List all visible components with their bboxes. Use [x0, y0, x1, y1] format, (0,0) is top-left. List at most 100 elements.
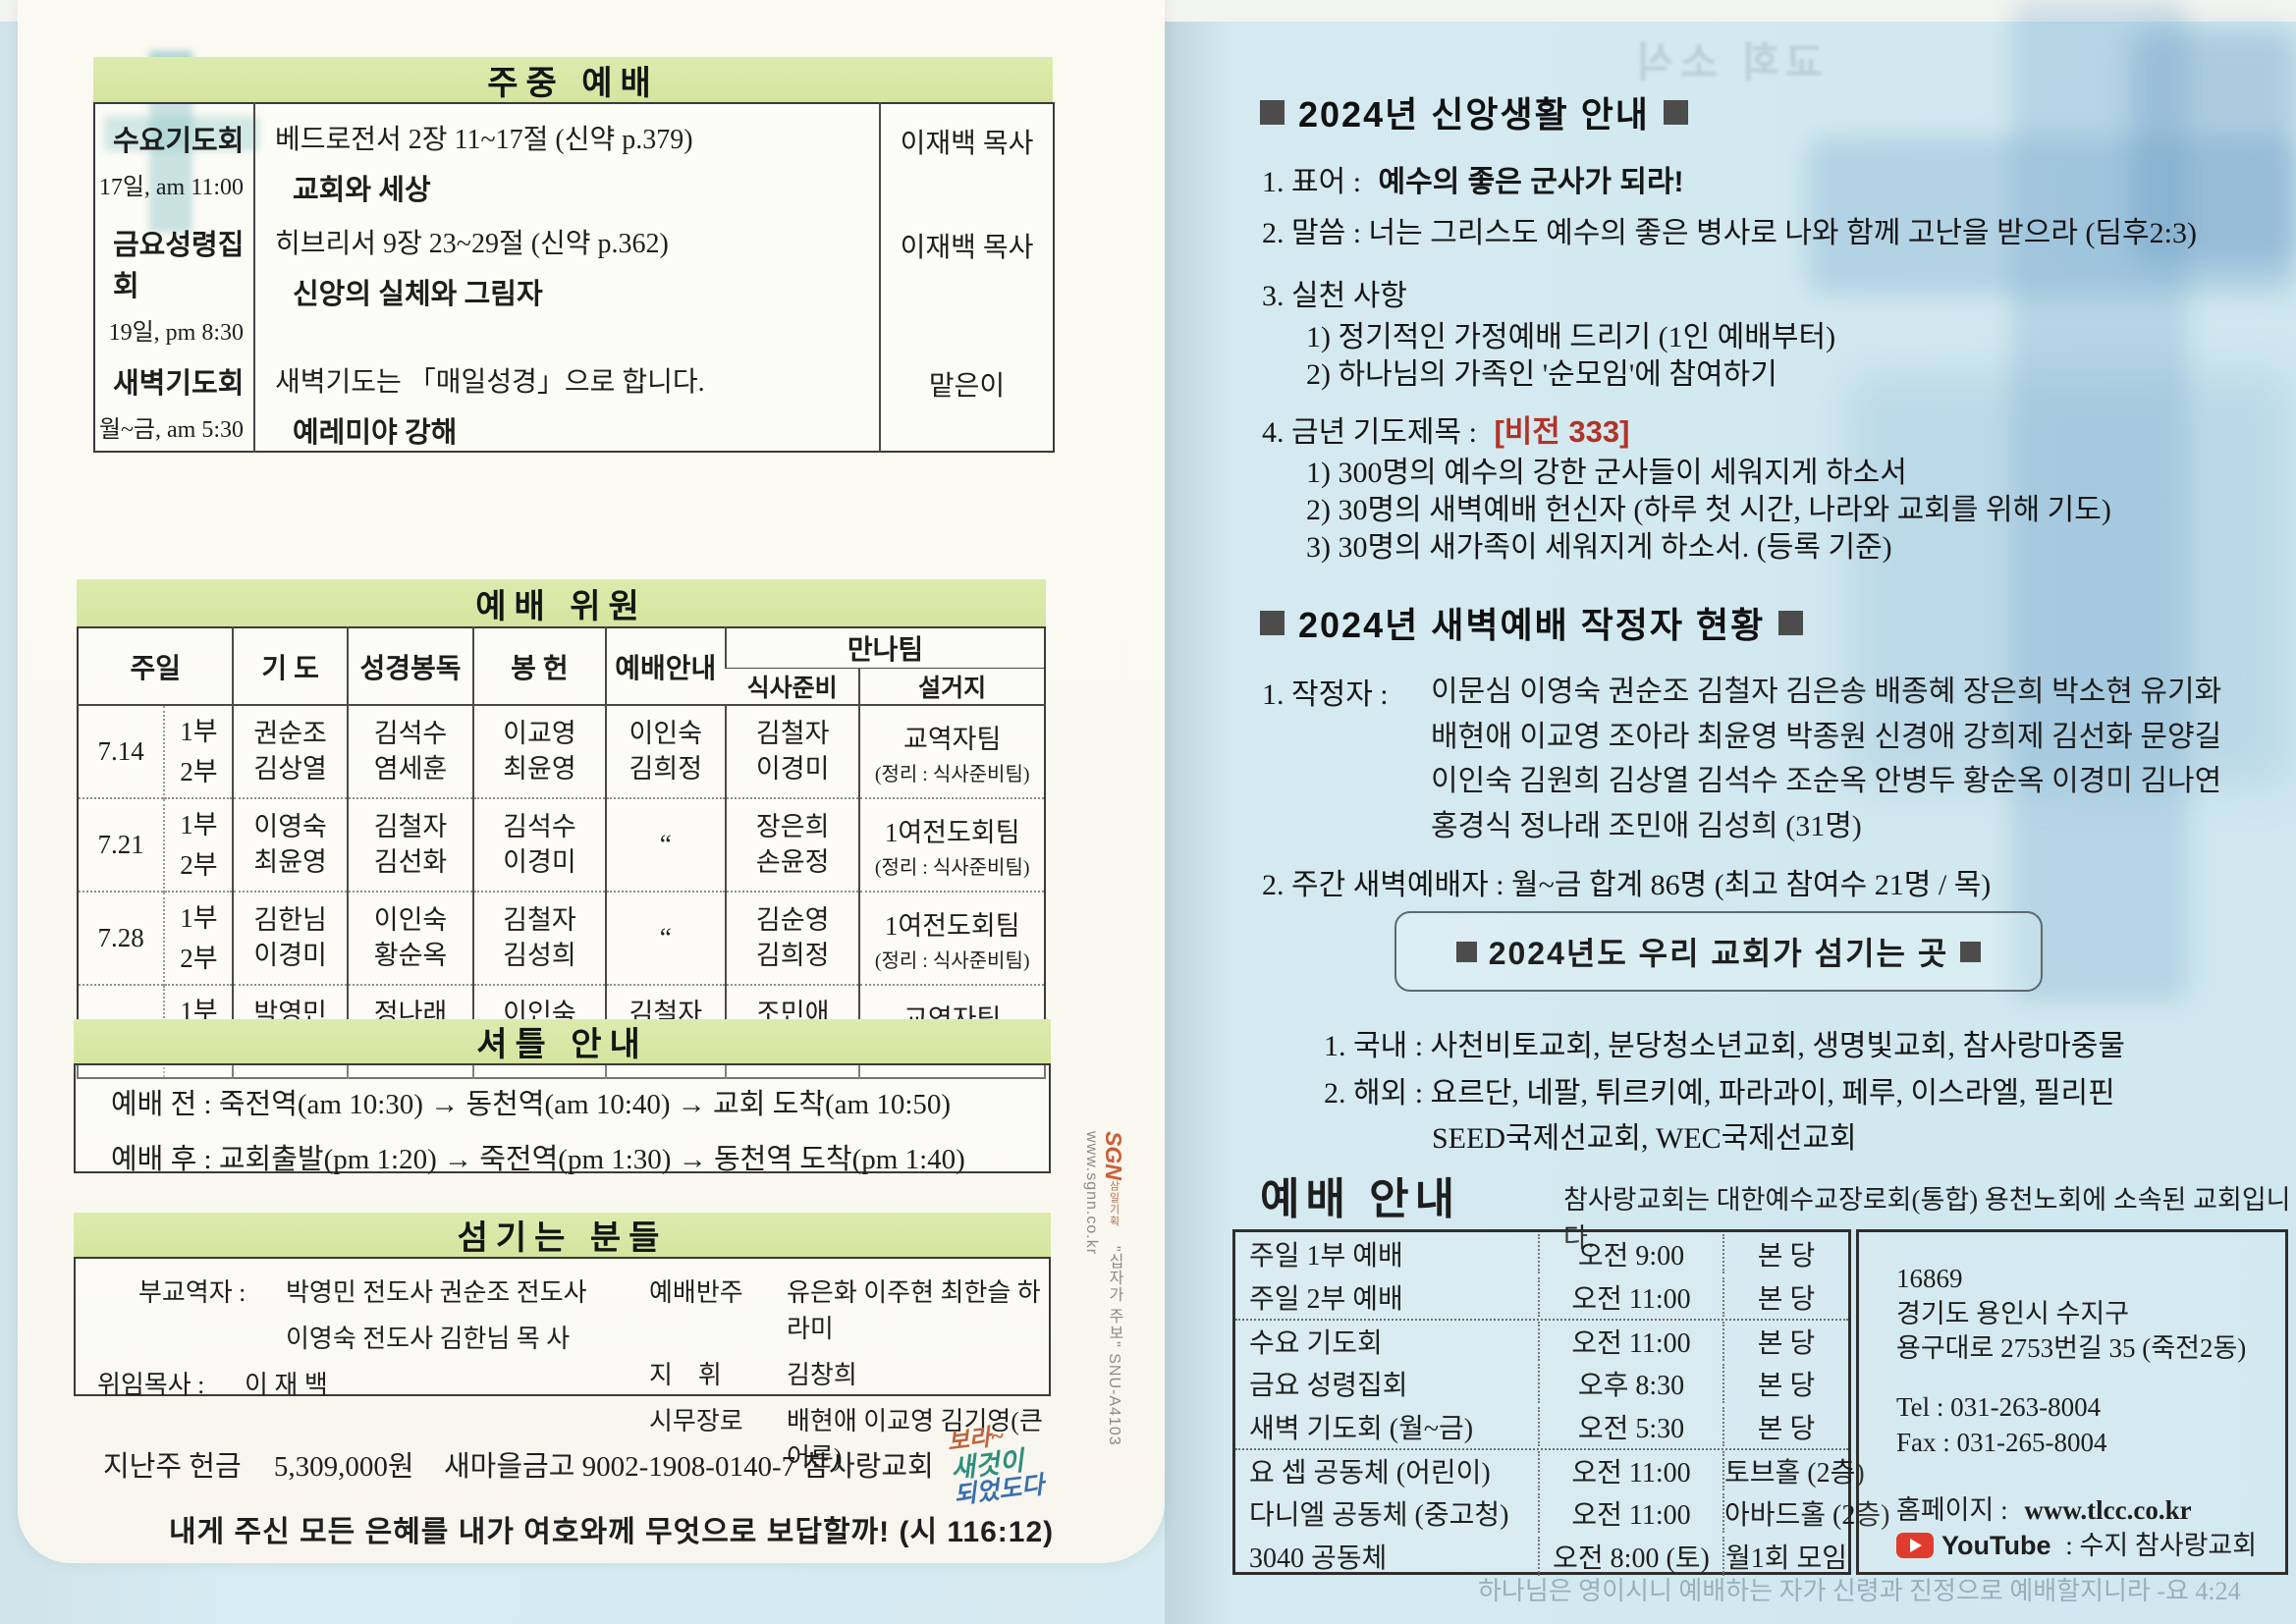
servant-role: 부교역자 : — [138, 1278, 246, 1307]
section-bar-weekday-worship: 주중 예배 — [93, 57, 1053, 102]
col-header-manna-team: 만나팀 — [724, 627, 1045, 669]
section-bar-shuttle: 셔틀 안내 — [74, 1019, 1051, 1063]
cell-date: 7.28 — [78, 891, 165, 985]
table-row: 주일 1부 예배 오전 9:00 본 당 — [1235, 1232, 1848, 1275]
cell-guide: “ — [604, 891, 726, 985]
servant-line: 이영숙 전도사 김한님 목 사 — [138, 1319, 649, 1355]
cell-date: 7.14 — [97, 736, 144, 766]
servant-role: 지 휘 — [649, 1361, 722, 1389]
service-time: 오전 11:00 — [1538, 1322, 1722, 1361]
preacher-cell: 이재백 목사 — [879, 103, 1054, 208]
cell-parts: 1부 2부 — [163, 705, 234, 798]
servant-names: 김창희 — [787, 1361, 857, 1389]
cell-offering: 김철자 김성희 — [472, 891, 606, 985]
cell-scripture: 김철자 김선화 — [346, 797, 474, 892]
passage: 새벽기도는 「매일성경」으로 합니다. — [275, 367, 705, 398]
bleedthrough-ghost-title: 교회 소식 — [1630, 39, 1824, 85]
faith-item-motto: 1. 표어 : 예수의 좋은 군사가 되라! — [1262, 157, 1684, 200]
servant-names: 박영민 전도사 권순조 전도사 — [286, 1278, 587, 1307]
service-place: 본 당 — [1722, 1364, 1848, 1403]
cell-dishes: 1여전도회팀 (정리 : 식사준비팀) — [858, 891, 1045, 985]
square-bullet-icon — [1960, 941, 1982, 962]
service-place: 월1회 모임 — [1722, 1537, 1848, 1576]
faith-guide-title: 2024년 신앙생활 안내 — [1260, 86, 1688, 137]
serving-places-title: 2024년도 우리 교회가 섬기는 곳 — [1455, 929, 1982, 974]
servant-role: 시무장로 — [649, 1407, 743, 1435]
square-bullet-icon — [1663, 99, 1688, 125]
service-time: 오전 8:00 (토) — [1538, 1537, 1722, 1576]
printer-logo: SGN — [1101, 1131, 1126, 1180]
watercolor-patch-top — [2131, 29, 2296, 265]
dishes-note: (정리 : 식사준비팀) — [874, 949, 1030, 972]
serving-domestic: 1. 국내 : 사천비토교회, 분당청소년교회, 생명빛교회, 참사랑마중물 — [1324, 1030, 2125, 1062]
service-time: 월~금, am 5:30 — [98, 417, 244, 443]
table-row: 금요 성령집회 오후 8:30 본 당 — [1235, 1362, 1848, 1405]
servants-right-column: 예배반주 유은화 이주현 최한슬 하라미 지 휘 김창희 시무장로 배현애 이교… — [649, 1272, 1049, 1472]
cell-prayer: 김한님 이경미 — [232, 891, 348, 985]
youtube-icon — [1896, 1532, 1934, 1558]
service-schedule-table: 주일 1부 예배 오전 9:00 본 당 주일 2부 예배 오전 11:00 본… — [1232, 1229, 1889, 1578]
prayer-sub-1: 1) 300명의 예수의 강한 군사들이 세워지게 하소서 — [1306, 457, 1907, 489]
col-header-prayer: 기 도 — [232, 627, 348, 706]
watercolor-cross-vertical — [2011, 0, 2188, 1001]
preacher: 맡은이 — [928, 371, 1006, 402]
dishes-team: 1여전도회팀 — [884, 817, 1020, 847]
watercolor-patch — [1846, 373, 2288, 785]
shuttle-info-box: 예배 전 : 죽전역(am 10:30) → 동천역(am 10:40) → 교… — [74, 1063, 1051, 1175]
cell-meal: 김철자 이경미 — [724, 705, 860, 798]
homepage-line: 홈페이지 : www.tlcc.co.kr — [1896, 1493, 2285, 1529]
section-title: 2024년 신앙생활 안내 — [1298, 94, 1650, 135]
service-time: 오전 11:00 — [1538, 1451, 1722, 1490]
service-place: 본 당 — [1722, 1277, 1848, 1317]
service-name: 주일 1부 예배 — [1249, 1241, 1403, 1272]
service-time: 오전 11:00 — [1538, 1277, 1722, 1317]
section-bar-worship-committee: 예배 위원 — [77, 579, 1046, 626]
prayer-sub-2: 2) 30명의 새벽예배 헌신자 (하루 첫 시간, 나라와 교회를 위해 기도… — [1306, 494, 2111, 526]
servant-line: 예배반주 유은화 이주현 최한슬 하라미 — [649, 1272, 1049, 1345]
cell-offering: 이교영 최윤영 — [472, 705, 606, 798]
dawn-committed-list: 1. 작정자 : 이문심 이영숙 권순조 김철자 김은송 배종혜 장은희 박소현… — [1262, 670, 2221, 848]
printer-company: 삼일기획 — [1108, 1179, 1120, 1227]
sermon-title: 교회와 세상 — [293, 175, 431, 206]
sermon-cell: 베드로전서 2장 11~17절 (신약 p.379) 교회와 세상 — [253, 103, 880, 208]
faith-item-practice: 3. 실천 사항 — [1262, 280, 1407, 312]
printer-credit-strip: SGN삼일기획 "십자가 주보" SNU-A4103 www.sgnn.co.k… — [1082, 1131, 1126, 1563]
col-header-offering: 봉 헌 — [472, 627, 606, 706]
subheader-row: 식사준비 설거지 — [78, 668, 1045, 706]
sermon-cell: 새벽기도는 「매일성경」으로 합니다. 예레미야 강해 — [253, 347, 880, 452]
servant-role — [138, 1319, 286, 1355]
service-time: 19일, pm 8:30 — [108, 320, 244, 346]
table-row: 주일 2부 예배 오전 11:00 본 당 — [1235, 1275, 1848, 1319]
servant-names: 유은화 이주현 최한슬 하라미 — [787, 1278, 1041, 1343]
passage: 베드로전서 2장 11~17절 (신약 p.379) — [275, 125, 693, 155]
cell-prayer: 권순조 김상열 — [232, 705, 348, 798]
section-title: 2024년도 우리 교회가 섬기는 곳 — [1488, 936, 1949, 971]
service-place: 본 당 — [1722, 1322, 1848, 1361]
dishes-note: (정리 : 식사준비팀) — [874, 763, 1030, 785]
address-line-2: 용구대로 2753번길 35 (죽전2동) — [1896, 1333, 2247, 1364]
vision-333-text: [비전 333] — [1494, 414, 1630, 449]
table-row: 새벽 기도회 (월~금) 오전 5:30 본 당 — [1235, 1405, 1848, 1448]
denomination-note: 참사랑교회는 대한예수교장로회(통합) 용천노회에 소속된 교회입니다. — [1563, 1185, 2291, 1253]
sermon-title: 예레미야 강해 — [293, 417, 458, 449]
service-name: 다니엘 공동체 (중고청) — [1249, 1500, 1509, 1531]
table-row: 7.28 1부 2부 김한님 이경미 이인숙 황순옥 김철자 김성희 “ 김순영… — [78, 891, 1045, 985]
weekday-worship-table: 수요기도회 17일, am 11:00 베드로전서 2장 11~17절 (신약 … — [93, 102, 1055, 453]
worship-info-title: 예배 안내 — [1260, 1175, 1461, 1223]
section-title: 주중 예배 — [487, 64, 659, 102]
table-row: 수요 기도회 오전 11:00 본 당 — [1235, 1319, 1848, 1362]
col-header-meal-prep: 식사준비 — [725, 668, 860, 706]
dishes-team: 교역자팀 — [903, 724, 1002, 754]
preacher: 이재백 목사 — [900, 129, 1034, 159]
preacher-cell: 이재백 목사 — [879, 208, 1054, 347]
service-name: 새벽기도회 — [113, 368, 245, 400]
prayer-sub-3: 3) 30명의 새가족이 세워지게 하소서. (등록 기준) — [1306, 531, 1892, 564]
sermon-cell: 히브리서 9장 23~29절 (신약 p.362) 신앙의 실체와 그림자 — [253, 208, 880, 347]
table-row: 3040 공동체 오전 8:00 (토) 월1회 모임 — [1235, 1535, 1848, 1578]
service-time: 17일, am 11:00 — [98, 175, 244, 200]
preacher: 이재백 목사 — [900, 233, 1034, 263]
service-name: 금요 성령집회 — [1249, 1371, 1408, 1401]
square-bullet-icon — [1260, 610, 1285, 635]
service-cell: 새벽기도회 월~금, am 5:30 — [94, 347, 254, 452]
service-name: 새벽 기도회 (월~금) — [1249, 1414, 1474, 1444]
